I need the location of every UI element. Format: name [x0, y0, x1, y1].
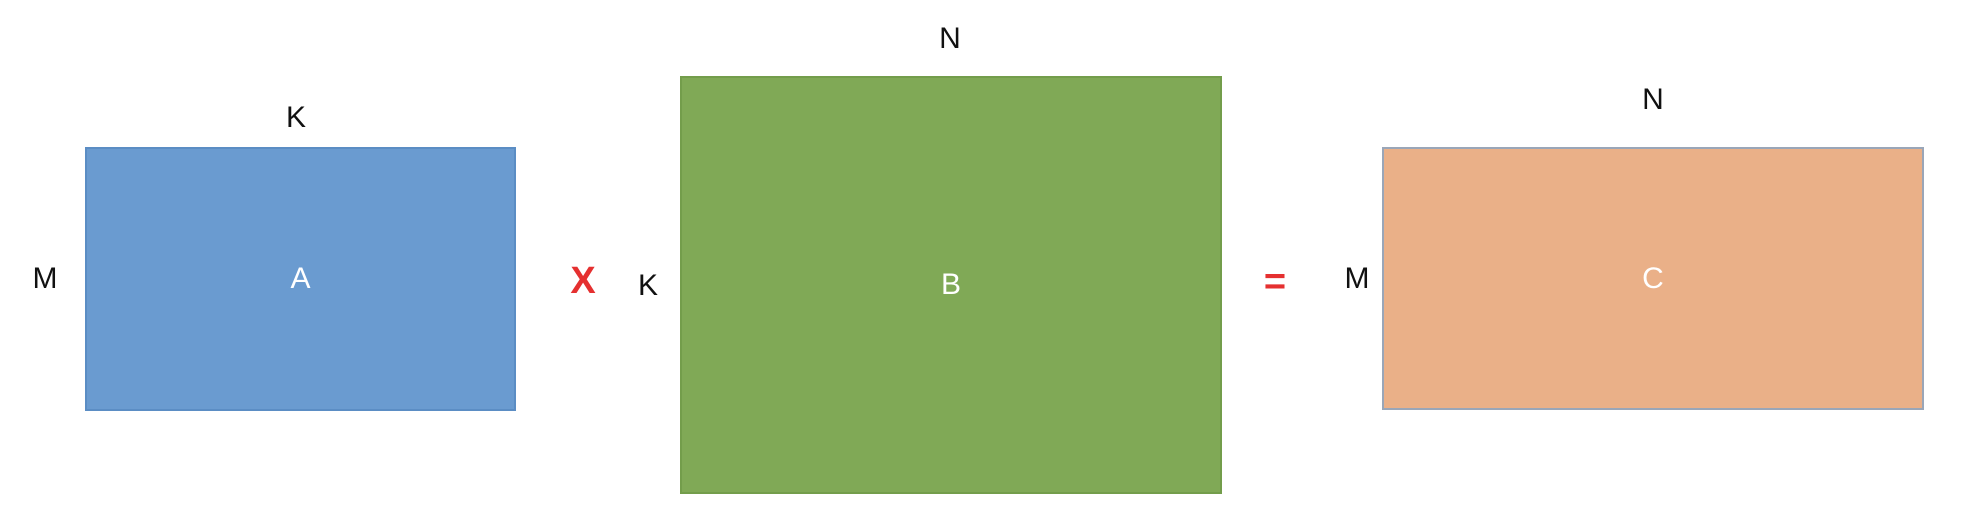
- matrix-a: A: [85, 147, 516, 411]
- matrix-c: C: [1382, 147, 1924, 410]
- equals-operator: =: [1263, 261, 1287, 303]
- matrix-a-name: A: [290, 262, 311, 295]
- matrix-b-rows-label: K: [637, 269, 659, 302]
- matrix-c-cols-label: N: [1642, 83, 1664, 116]
- matrix-a-cols-label: K: [285, 101, 307, 134]
- matrix-c-rows-label: M: [1344, 262, 1370, 295]
- matrix-b: B: [680, 76, 1222, 494]
- matrix-a-rows-label: M: [32, 262, 58, 295]
- matrix-c-name: C: [1642, 261, 1664, 295]
- matrix-b-cols-label: N: [939, 22, 961, 55]
- matrix-b-name: B: [940, 268, 962, 301]
- multiply-operator: X: [570, 260, 596, 302]
